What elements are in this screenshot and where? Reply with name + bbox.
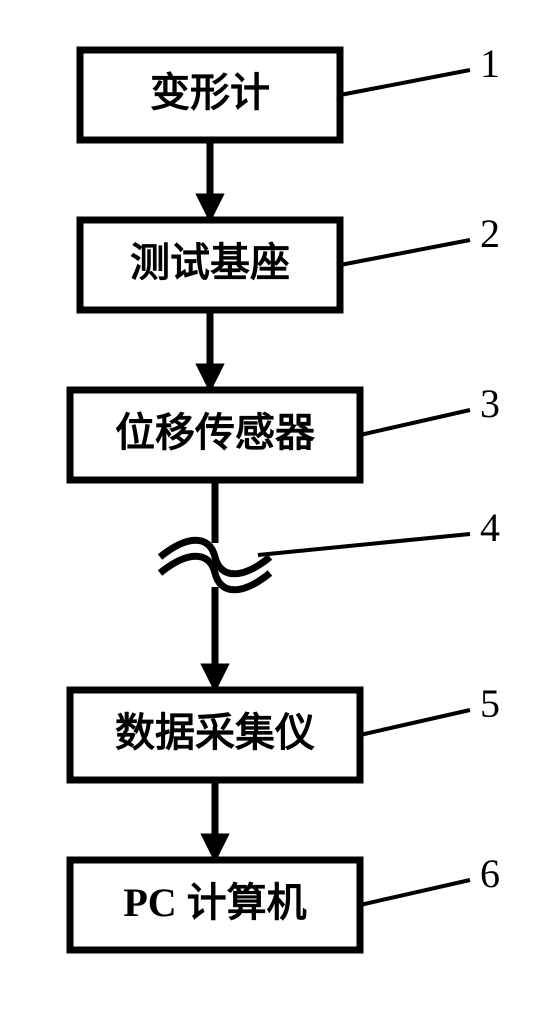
node-b2-label: 测试基座 bbox=[130, 240, 290, 285]
node-b5: 数据采集仪 bbox=[70, 690, 360, 780]
callout-n4: 4 bbox=[258, 505, 500, 555]
node-b6: PC 计算机 bbox=[70, 860, 360, 950]
callout-n6: 6 bbox=[360, 851, 500, 905]
callout-n5: 5 bbox=[360, 681, 500, 735]
node-b1: 变形计 bbox=[80, 50, 340, 140]
node-b6-label: PC 计算机 bbox=[123, 880, 306, 925]
callout-n2-label: 2 bbox=[480, 211, 500, 256]
callout-n3: 3 bbox=[360, 381, 500, 435]
callout-n1-label: 1 bbox=[480, 41, 500, 86]
callout-n4-label: 4 bbox=[480, 505, 500, 550]
callout-n2: 2 bbox=[340, 211, 500, 265]
node-b3-label: 位移传感器 bbox=[115, 410, 316, 455]
node-b5-label: 数据采集仪 bbox=[115, 710, 315, 755]
node-b1-label: 变形计 bbox=[150, 70, 270, 115]
node-b2: 测试基座 bbox=[80, 220, 340, 310]
callout-n1: 1 bbox=[340, 41, 500, 95]
node-b3: 位移传感器 bbox=[70, 390, 360, 480]
callout-n3-label: 3 bbox=[480, 381, 500, 426]
arrow bbox=[160, 480, 270, 688]
callout-n6-label: 6 bbox=[480, 851, 500, 896]
callout-n5-label: 5 bbox=[480, 681, 500, 726]
